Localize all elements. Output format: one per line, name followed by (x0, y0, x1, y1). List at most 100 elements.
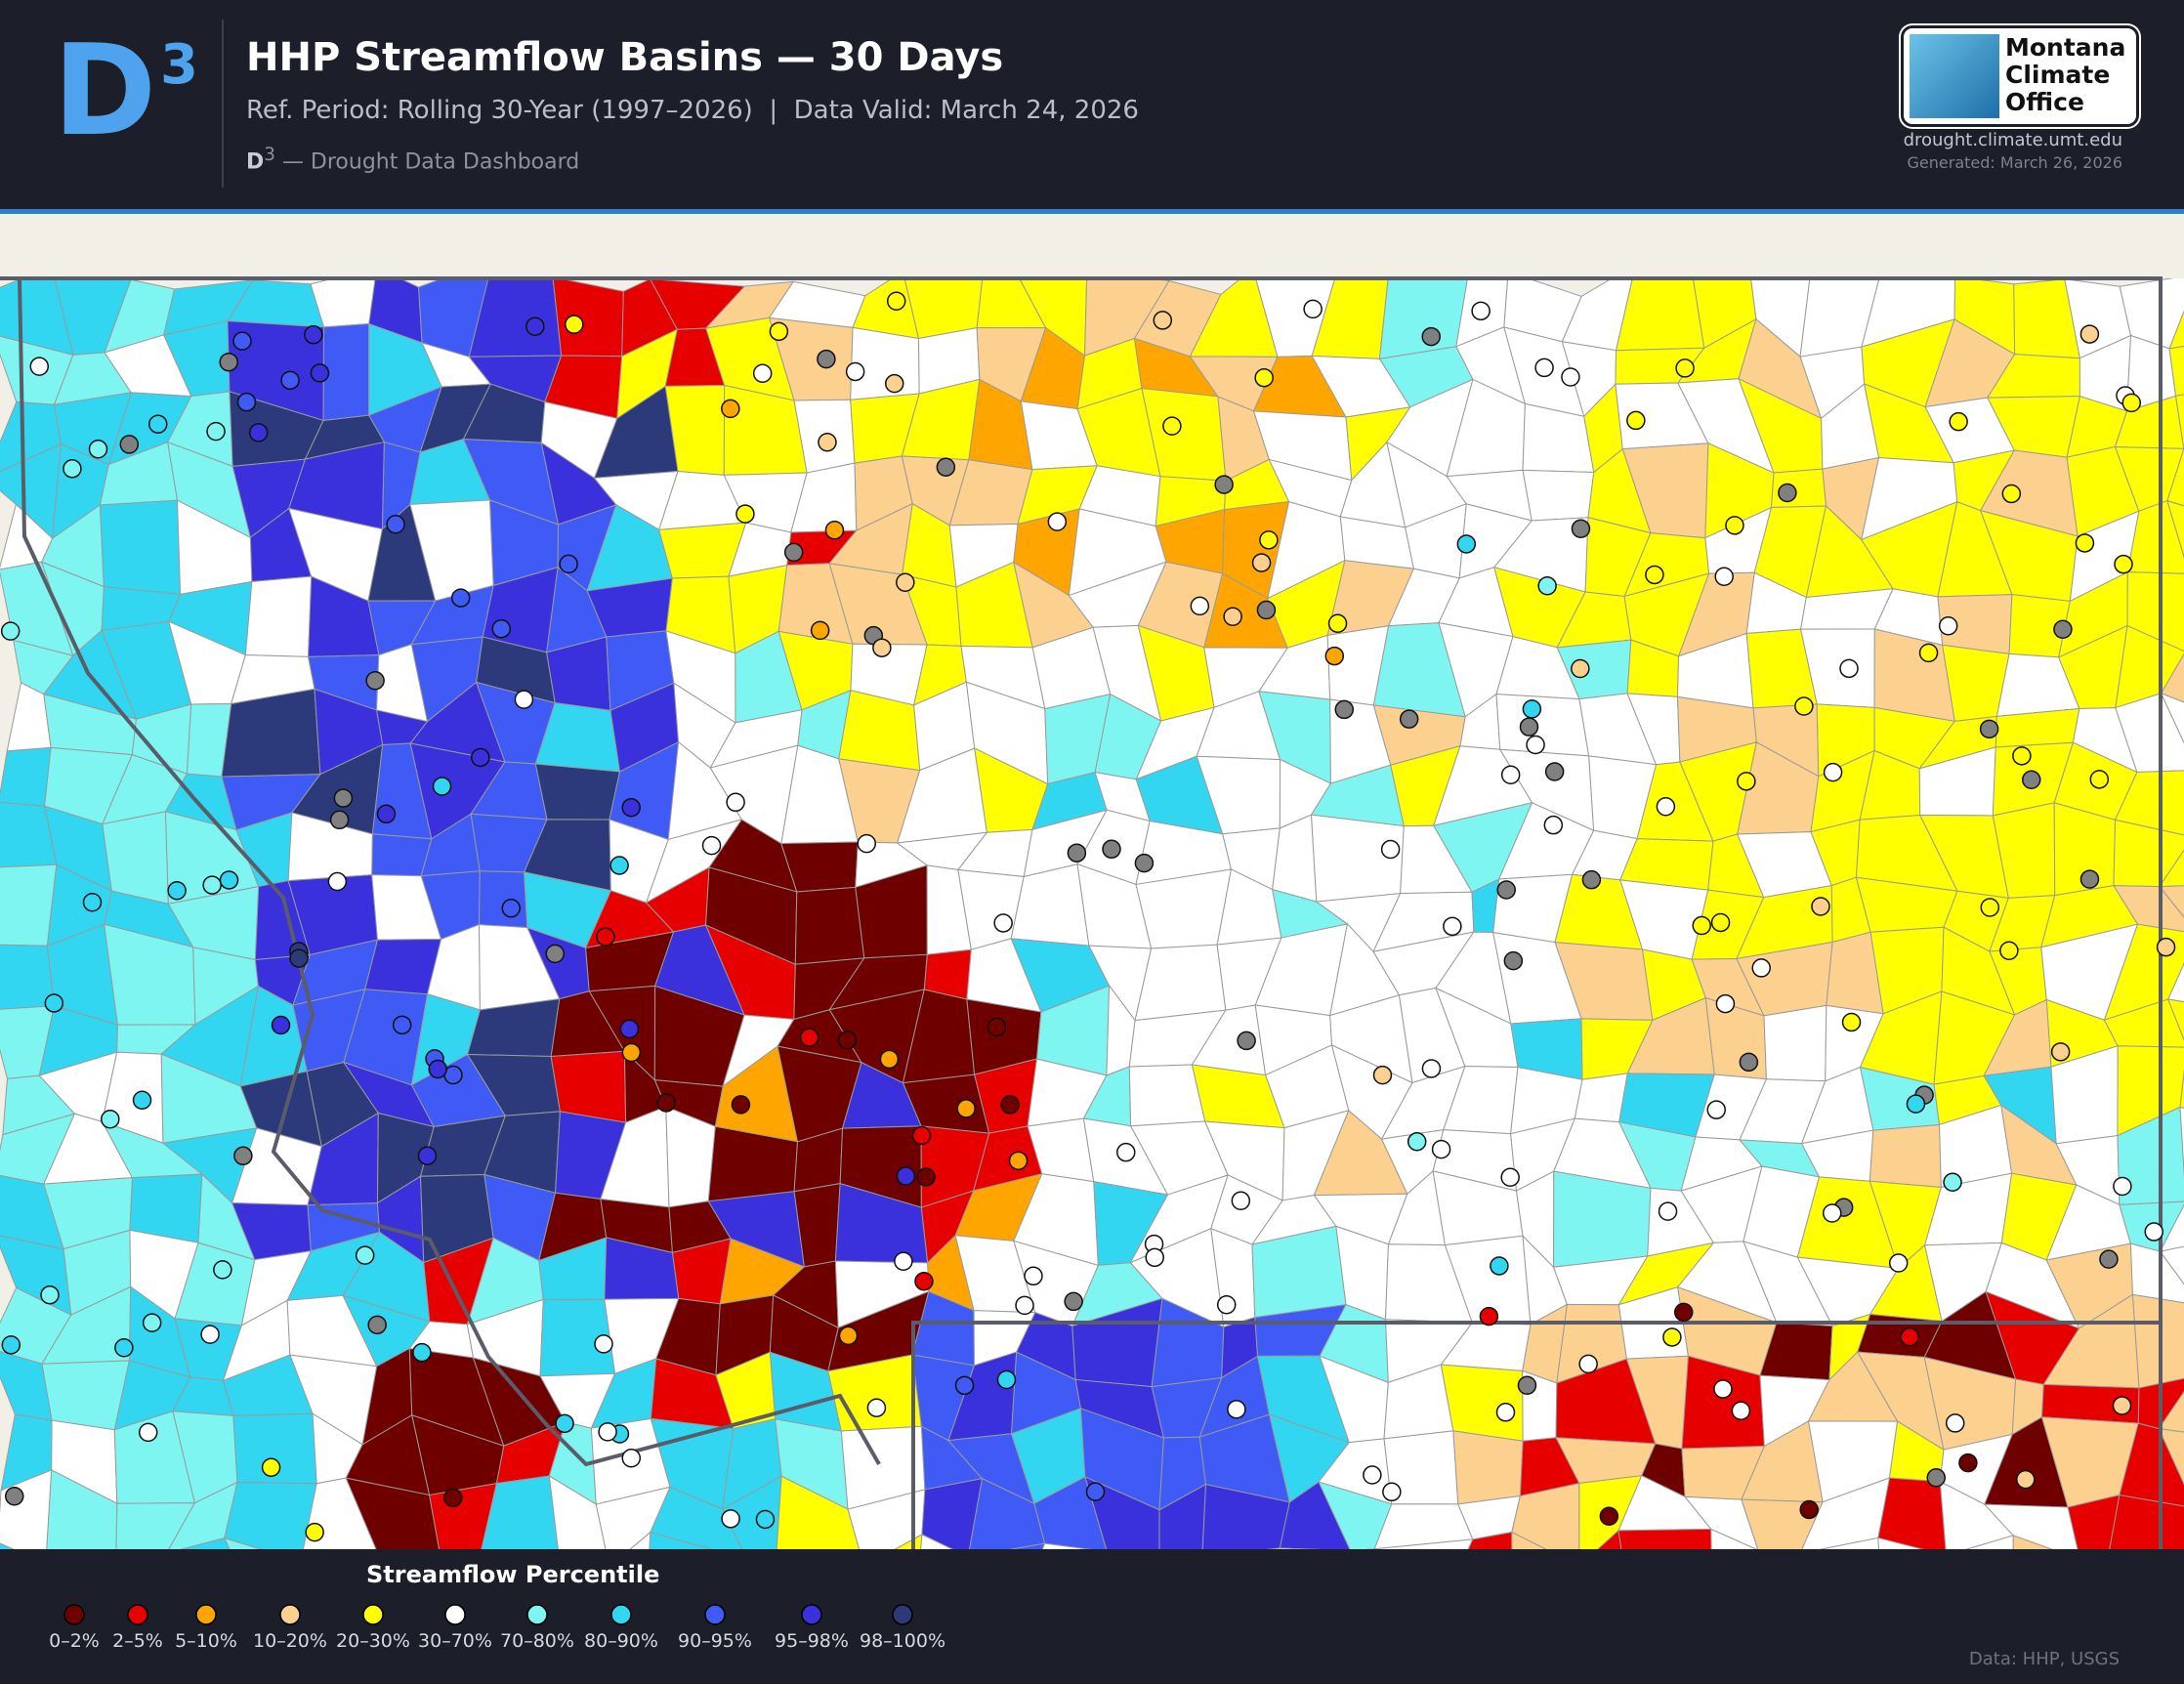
gauge (432, 777, 452, 796)
divider (222, 20, 224, 188)
gauge (911, 1125, 932, 1146)
gauge (837, 1030, 858, 1050)
gauge (167, 881, 187, 901)
gauge (200, 1325, 220, 1344)
basin (1683, 1495, 1759, 1549)
gauge (1710, 912, 1731, 933)
basin (1763, 1004, 1827, 1082)
gauge (726, 792, 745, 813)
gauge (219, 352, 238, 372)
gauge (2114, 554, 2133, 574)
gauge (2016, 1469, 2036, 1490)
basin (1965, 1535, 2014, 1549)
gauge (559, 554, 578, 574)
gauge (1008, 1151, 1029, 1171)
basin (794, 886, 865, 965)
gauge (896, 1166, 916, 1186)
map (0, 214, 2184, 1549)
gauge (598, 1422, 617, 1442)
legend-label: 10–20% (253, 1630, 327, 1652)
gauge (1256, 600, 1277, 620)
gauge (1490, 1256, 1509, 1276)
basin (2012, 1535, 2053, 1549)
gauge (142, 1313, 162, 1332)
gauge (443, 1488, 463, 1508)
gauge (1841, 1012, 1862, 1032)
gauge (799, 1028, 819, 1047)
gauge (376, 804, 397, 824)
gauge (886, 291, 906, 312)
gauge (1251, 553, 1272, 572)
gauge (1190, 596, 1210, 616)
gauge (514, 690, 534, 709)
gauge (993, 913, 1013, 933)
gauge (621, 798, 641, 818)
partner-logo[interactable]: Montana Climate Office (1901, 25, 2139, 127)
gauge (412, 1342, 432, 1363)
gauge (1713, 1379, 1733, 1399)
gauge (2079, 869, 2100, 889)
gauge (355, 1245, 375, 1265)
gauge (1259, 530, 1279, 550)
gauge (1945, 1413, 1965, 1433)
gauge (304, 324, 323, 345)
gauge (1372, 1065, 1393, 1085)
basin (1279, 1547, 1322, 1549)
legend-label: 95–98% (775, 1630, 849, 1652)
gauge (1692, 915, 1711, 936)
basin (894, 1534, 923, 1549)
gauge (1421, 326, 1441, 347)
gauge (2050, 1042, 2071, 1062)
basin (46, 1469, 118, 1549)
subtitle: Ref. Period: Rolling 30-Year (1997–2026)… (246, 96, 1139, 125)
basin (2109, 1494, 2184, 1549)
gauge (206, 421, 226, 442)
gauge (1888, 1253, 1909, 1273)
gauge (838, 1326, 859, 1346)
legend-label: 90–95% (678, 1630, 752, 1652)
gauge (656, 1093, 676, 1113)
gauge (1363, 1465, 1382, 1485)
gauge (138, 1422, 158, 1443)
gauge (2089, 770, 2110, 789)
gauge (1, 1335, 21, 1355)
gauge (956, 1099, 976, 1118)
gauge (1839, 658, 1859, 679)
gauge (392, 1015, 412, 1035)
gauge (1456, 534, 1477, 554)
basin (180, 1537, 231, 1549)
basin (2126, 499, 2184, 574)
gauge (1431, 1139, 1451, 1159)
legend-label: 5–10% (175, 1630, 237, 1652)
gauge (333, 788, 354, 808)
basin (2158, 1390, 2184, 1433)
gauge (1024, 1266, 1043, 1286)
legend-swatch (362, 1604, 384, 1625)
gauge (621, 1449, 642, 1468)
gauge (1421, 1059, 1442, 1078)
gauge (1943, 1172, 1962, 1193)
legend-swatch (801, 1604, 822, 1625)
gauge (88, 440, 108, 459)
basin (1710, 1528, 1758, 1549)
gauge (1067, 843, 1087, 863)
gauge (305, 1522, 324, 1542)
gauge (1656, 797, 1676, 817)
legend: Streamflow Percentile Data: HHP, USGS 0–… (49, 1561, 2120, 1669)
url[interactable]: drought.climate.umt.edu (1903, 130, 2122, 150)
gauge (721, 399, 740, 419)
logo-sup: 3 (160, 33, 198, 97)
legend-title: Streamflow Percentile (366, 1561, 659, 1588)
gauge (1500, 1167, 1520, 1188)
gauge (2144, 1222, 2163, 1242)
gauge (232, 331, 252, 351)
basin (629, 1531, 651, 1549)
gauge (1537, 576, 1557, 596)
gauge (2053, 619, 2073, 640)
gauge (1938, 615, 1958, 636)
gauge (721, 1509, 740, 1529)
basin (2174, 394, 2184, 449)
basin (1440, 1364, 1524, 1442)
gauge (2001, 484, 2022, 504)
